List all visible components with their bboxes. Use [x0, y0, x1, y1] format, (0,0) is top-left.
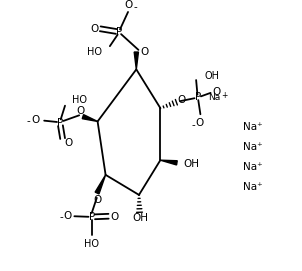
Text: -: - [60, 212, 63, 222]
Text: O: O [64, 138, 72, 148]
Text: P: P [57, 118, 63, 128]
Text: O: O [124, 0, 132, 10]
Text: -: - [27, 116, 31, 126]
Text: HO: HO [87, 47, 102, 57]
Text: HO: HO [84, 239, 99, 249]
Text: HO: HO [72, 95, 87, 105]
Polygon shape [134, 52, 138, 69]
Text: P: P [194, 92, 201, 102]
Text: O: O [111, 212, 119, 221]
Text: -: - [191, 120, 195, 130]
Text: O: O [76, 106, 84, 116]
Text: -: - [133, 2, 137, 12]
Text: P: P [88, 212, 95, 222]
Polygon shape [95, 175, 106, 194]
Text: P: P [116, 27, 122, 37]
Text: O: O [90, 24, 98, 34]
Text: O: O [63, 211, 72, 221]
Text: Na: Na [208, 93, 220, 102]
Polygon shape [82, 115, 98, 121]
Text: O: O [212, 86, 220, 96]
Text: O: O [93, 195, 101, 205]
Text: O: O [196, 118, 204, 128]
Text: O: O [31, 115, 39, 125]
Text: Na⁺: Na⁺ [243, 142, 263, 152]
Text: Na⁺: Na⁺ [243, 122, 263, 132]
Text: +: + [221, 91, 228, 100]
Text: OH: OH [184, 159, 200, 169]
Text: OH: OH [204, 71, 220, 81]
Text: Na⁺: Na⁺ [243, 162, 263, 172]
Text: O: O [140, 47, 149, 57]
Polygon shape [160, 160, 177, 165]
Text: Na⁺: Na⁺ [243, 182, 263, 192]
Text: OH: OH [132, 213, 148, 223]
Text: O: O [178, 95, 186, 105]
